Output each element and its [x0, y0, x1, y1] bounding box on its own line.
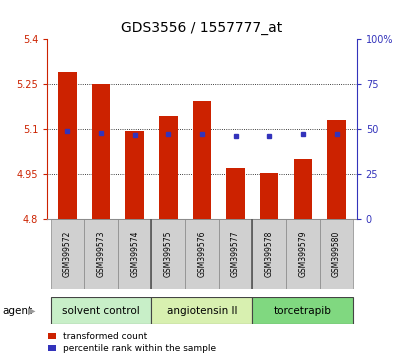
Text: GSM399580: GSM399580: [331, 231, 340, 277]
Bar: [293, 159, 311, 219]
Text: solvent control: solvent control: [62, 306, 139, 316]
Text: torcetrapib: torcetrapib: [273, 306, 331, 316]
Bar: [226, 169, 244, 219]
Text: GSM399573: GSM399573: [96, 231, 105, 277]
Title: GDS3556 / 1557777_at: GDS3556 / 1557777_at: [121, 21, 282, 35]
Bar: [50, 219, 84, 289]
Bar: [125, 131, 144, 219]
Bar: [117, 219, 151, 289]
Bar: [159, 116, 177, 219]
Bar: [151, 219, 184, 289]
Text: GSM399578: GSM399578: [264, 231, 273, 277]
Bar: [252, 297, 353, 324]
Text: GSM399576: GSM399576: [197, 231, 206, 277]
Bar: [84, 219, 117, 289]
Bar: [58, 72, 76, 219]
Bar: [184, 219, 218, 289]
Text: GSM399574: GSM399574: [130, 231, 139, 277]
Text: ▶: ▶: [28, 306, 35, 316]
Bar: [92, 84, 110, 219]
Text: GSM399579: GSM399579: [298, 231, 307, 277]
Text: GSM399577: GSM399577: [231, 231, 240, 277]
Bar: [285, 219, 319, 289]
Bar: [252, 219, 285, 289]
Text: angiotensin II: angiotensin II: [166, 306, 236, 316]
Bar: [192, 101, 211, 219]
Bar: [218, 219, 252, 289]
Text: agent: agent: [2, 306, 32, 316]
Bar: [326, 120, 345, 219]
Bar: [151, 297, 252, 324]
Legend: transformed count, percentile rank within the sample: transformed count, percentile rank withi…: [47, 332, 216, 353]
Bar: [319, 219, 353, 289]
Text: GSM399572: GSM399572: [63, 231, 72, 277]
Bar: [259, 173, 278, 219]
Bar: [50, 297, 151, 324]
Text: GSM399575: GSM399575: [163, 231, 172, 277]
